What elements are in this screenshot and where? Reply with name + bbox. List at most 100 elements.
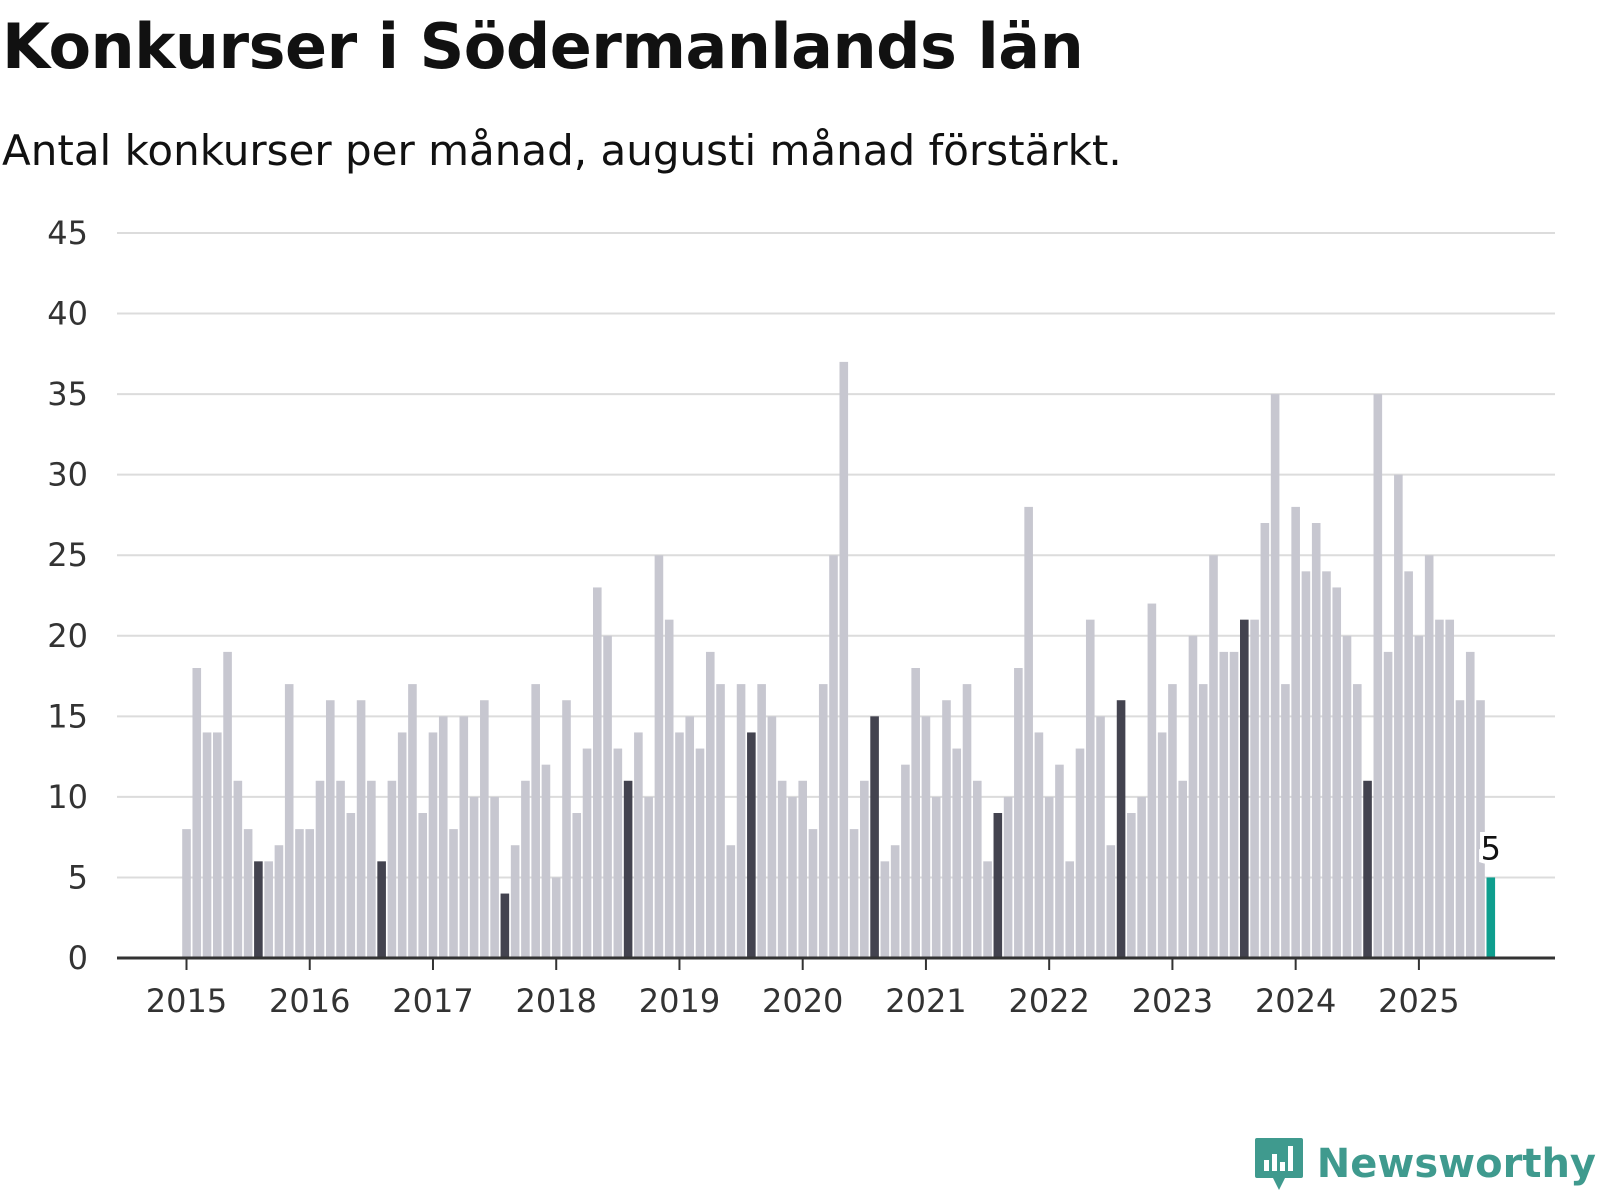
bar: [613, 748, 623, 958]
bar: [1188, 635, 1198, 958]
bar: [1065, 861, 1075, 958]
bar: [1394, 474, 1403, 958]
bar: [1178, 780, 1187, 958]
bar: [1250, 619, 1259, 958]
bar: [305, 829, 315, 958]
y-tick-label: 15: [47, 697, 88, 735]
bar: [1003, 796, 1013, 958]
bar: [367, 780, 376, 958]
bar: [1024, 506, 1033, 958]
bar: [808, 829, 818, 958]
bar: [213, 732, 222, 958]
y-tick-label: 5: [68, 858, 88, 896]
bar: [182, 829, 191, 958]
bar: [685, 716, 695, 958]
bar: [1096, 716, 1105, 958]
bar: [983, 861, 992, 958]
bar: [747, 732, 756, 958]
x-tick-label: 2023: [1132, 982, 1213, 1020]
y-axis-ticks: 0 5 10 15 20 25 30 35 40 45: [47, 214, 88, 977]
bar: [572, 813, 582, 958]
chart-title: Konkurser i Södermanlands län: [2, 10, 1084, 83]
bar: [469, 796, 479, 958]
bar: [634, 732, 643, 958]
bar: [336, 780, 345, 958]
bar: [243, 829, 253, 958]
bar: [387, 780, 397, 958]
bar: [1270, 394, 1280, 959]
bar: [911, 668, 920, 958]
bar: [1311, 523, 1321, 958]
x-tick-label: 2022: [1008, 982, 1089, 1020]
bar: [1476, 700, 1485, 958]
bar: [1332, 587, 1342, 958]
bar: [356, 700, 366, 958]
bar: [408, 684, 417, 958]
x-tick-label: 2015: [146, 982, 227, 1020]
bar: [757, 684, 766, 958]
bar: [644, 796, 653, 958]
bar: [233, 780, 243, 958]
bar: [500, 893, 510, 958]
x-tick-label: 2019: [639, 982, 720, 1020]
bar: [870, 716, 879, 958]
bar: [397, 732, 407, 958]
bar: [675, 732, 684, 958]
y-tick-label: 35: [47, 375, 88, 413]
bar: [901, 764, 910, 958]
bar: [1301, 571, 1311, 958]
bar: [788, 796, 797, 958]
bar: [1075, 748, 1085, 958]
bar: [295, 829, 304, 958]
bar: [952, 748, 962, 958]
bar: [315, 780, 325, 958]
bar: [521, 780, 530, 958]
bar: [541, 764, 551, 958]
y-tick-label: 25: [47, 536, 88, 574]
bar: [1291, 506, 1300, 958]
bar: [428, 732, 438, 958]
bar: [1363, 780, 1372, 958]
bar: [480, 700, 489, 958]
bar: [931, 796, 941, 958]
bar: [1127, 813, 1136, 958]
bar: [1424, 555, 1434, 958]
bar: [1445, 619, 1455, 958]
bar: [849, 829, 859, 958]
bar: [377, 861, 386, 958]
bar: [1147, 603, 1157, 958]
bar: [325, 700, 335, 958]
bar: [418, 813, 428, 958]
bar: [346, 813, 356, 958]
y-tick-label: 30: [47, 456, 88, 494]
bar: [798, 780, 807, 958]
bar: [1106, 845, 1116, 958]
bar: [1137, 796, 1146, 958]
bar: [593, 587, 602, 958]
bar: [1486, 877, 1496, 958]
bar: [192, 668, 202, 958]
bar: [1157, 732, 1167, 958]
bar: [972, 780, 982, 958]
bar: [1322, 571, 1331, 958]
bar: [993, 813, 1003, 958]
bar: [1014, 668, 1023, 958]
bar: [1034, 732, 1044, 958]
bar: [1044, 796, 1054, 958]
bar: [562, 700, 571, 958]
data-label: 5: [1481, 829, 1501, 867]
bar: [942, 700, 951, 958]
bar: [705, 651, 715, 958]
bar: [1414, 635, 1424, 958]
bar: [1229, 651, 1239, 958]
bar: [582, 748, 592, 958]
bar: [880, 861, 890, 958]
bar: [202, 732, 212, 958]
bar: [654, 555, 664, 958]
bar: [1240, 619, 1249, 958]
bar: [860, 780, 869, 958]
bars: [182, 361, 1496, 959]
bar: [264, 861, 273, 958]
bar: [921, 716, 931, 958]
